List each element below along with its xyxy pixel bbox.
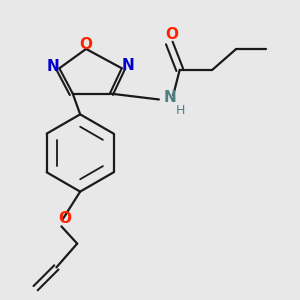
Text: N: N bbox=[164, 91, 177, 106]
Text: O: O bbox=[80, 37, 93, 52]
Text: H: H bbox=[176, 104, 185, 117]
Text: O: O bbox=[58, 211, 71, 226]
Text: O: O bbox=[165, 27, 178, 42]
Text: N: N bbox=[121, 58, 134, 73]
Text: N: N bbox=[47, 59, 60, 74]
